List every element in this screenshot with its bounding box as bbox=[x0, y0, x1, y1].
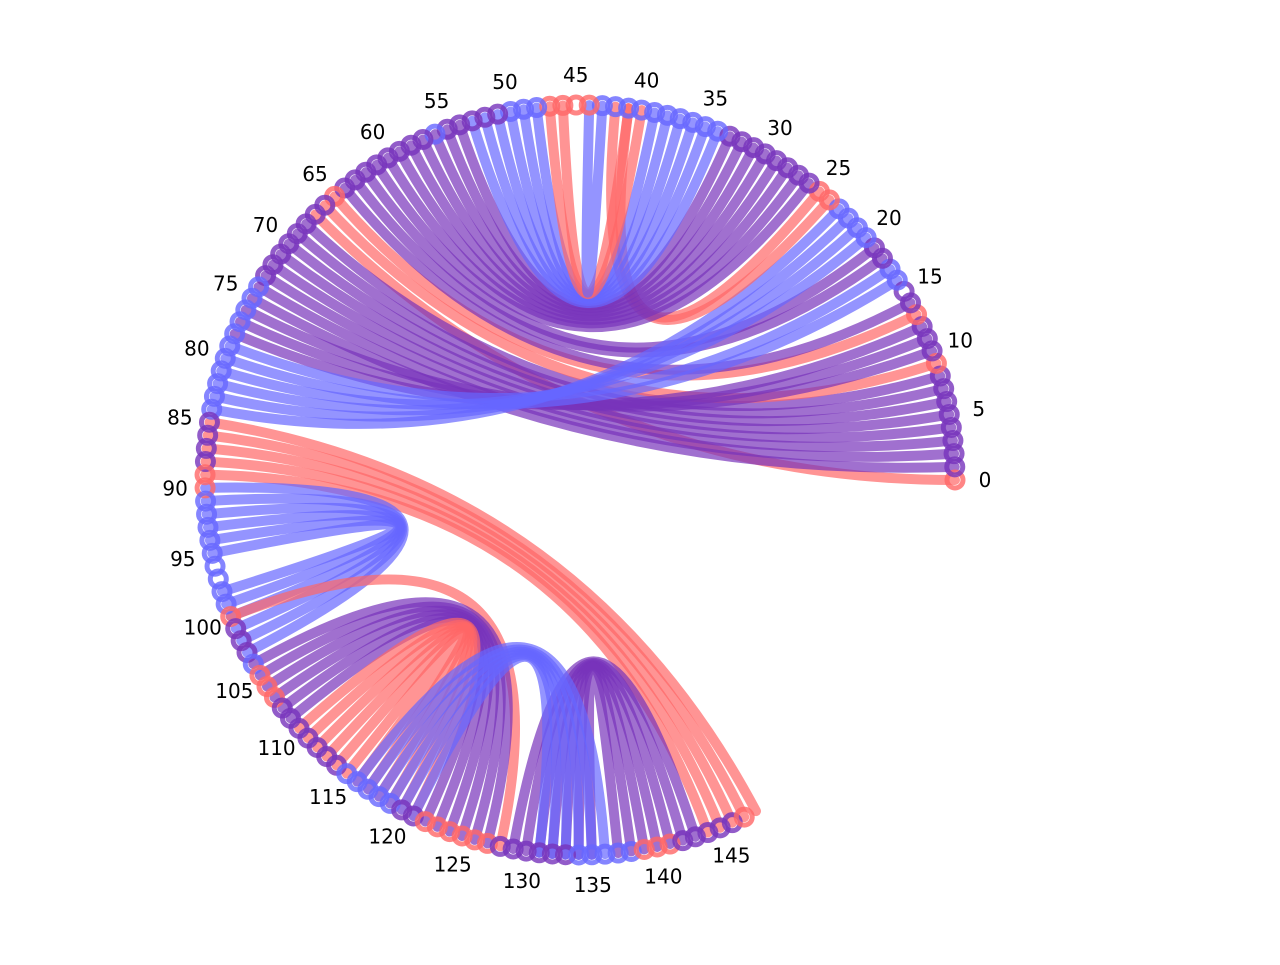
chord-edge bbox=[204, 417, 761, 817]
chord-edge bbox=[360, 167, 880, 353]
tick-label: 140 bbox=[644, 864, 682, 888]
chord-edge bbox=[229, 321, 928, 411]
chord-node bbox=[942, 430, 964, 452]
chord-node bbox=[644, 101, 666, 123]
chord-node bbox=[940, 416, 962, 438]
tick-label: 20 bbox=[876, 206, 901, 230]
tick-label: 130 bbox=[503, 869, 541, 893]
chord-node bbox=[581, 844, 603, 866]
tick-label: 110 bbox=[257, 736, 295, 760]
chord-node bbox=[502, 838, 524, 860]
chord-node bbox=[515, 840, 537, 862]
chord-node bbox=[620, 840, 642, 862]
chord-edge bbox=[260, 270, 958, 452]
chord-node bbox=[944, 456, 966, 478]
chord-edge bbox=[202, 430, 750, 823]
chord-node bbox=[195, 437, 217, 459]
tick-label: 25 bbox=[826, 156, 851, 180]
chord-edge bbox=[225, 574, 520, 852]
chord-node bbox=[607, 842, 629, 864]
tick-label: 45 bbox=[563, 63, 588, 87]
chord-nodes bbox=[194, 94, 966, 866]
tick-label: 65 bbox=[302, 162, 327, 186]
chord-node bbox=[539, 95, 561, 117]
tick-labels: 0 5 10 15 20 25 30 35 40 45 50 55 60 65 70 75 80 85 90 95 10… bbox=[162, 63, 991, 897]
chord-node bbox=[197, 424, 219, 446]
chord-node bbox=[513, 98, 535, 120]
chord-edge bbox=[220, 275, 903, 410]
chord-node bbox=[528, 842, 550, 864]
chord-node bbox=[631, 99, 653, 121]
tick-label: 80 bbox=[184, 337, 209, 361]
tick-label: 100 bbox=[184, 615, 222, 639]
chord-node bbox=[196, 503, 218, 525]
chord-edge bbox=[200, 456, 726, 833]
chord-node bbox=[199, 529, 221, 551]
tick-label: 70 bbox=[253, 213, 278, 237]
chord-node bbox=[605, 96, 627, 118]
chord-edge bbox=[267, 259, 957, 443]
tick-label: 115 bbox=[309, 785, 347, 809]
chord-node bbox=[591, 95, 613, 117]
tick-label: 55 bbox=[424, 89, 449, 113]
chord-node bbox=[578, 94, 600, 116]
tick-label: 10 bbox=[948, 329, 973, 353]
chord-node bbox=[201, 398, 223, 420]
chord-node bbox=[594, 843, 616, 865]
tick-label: 60 bbox=[360, 120, 385, 144]
tick-label: 5 bbox=[972, 397, 985, 421]
chord-edge bbox=[339, 182, 916, 375]
chord-node bbox=[555, 844, 577, 866]
tick-label: 125 bbox=[434, 852, 472, 876]
tick-label: 40 bbox=[634, 69, 659, 93]
chord-edge bbox=[253, 281, 960, 462]
chord-node bbox=[944, 469, 966, 491]
chord-node bbox=[568, 844, 590, 866]
tick-label: 135 bbox=[574, 873, 612, 897]
chord-node bbox=[565, 94, 587, 116]
chord-node bbox=[197, 516, 219, 538]
chord-node bbox=[541, 843, 563, 865]
tick-label: 15 bbox=[917, 264, 942, 288]
chord-edges bbox=[200, 100, 960, 860]
chord-edge bbox=[200, 469, 713, 838]
chord-node bbox=[194, 464, 216, 486]
chord-edge bbox=[408, 651, 553, 858]
tick-label: 120 bbox=[368, 824, 406, 848]
tick-label: 90 bbox=[162, 477, 187, 501]
tick-label: 85 bbox=[167, 406, 192, 430]
tick-label: 0 bbox=[979, 468, 992, 492]
tick-label: 145 bbox=[712, 844, 750, 868]
chord-node bbox=[195, 490, 217, 512]
chord-node bbox=[618, 97, 640, 119]
tick-label: 35 bbox=[703, 86, 728, 110]
chord-edge bbox=[201, 443, 738, 828]
chord-node bbox=[943, 443, 965, 465]
chord-node bbox=[526, 97, 548, 119]
chord-node bbox=[733, 806, 755, 828]
tick-label: 105 bbox=[215, 679, 253, 703]
tick-label: 75 bbox=[213, 272, 238, 296]
chord-edge bbox=[246, 293, 960, 473]
chord-node bbox=[194, 451, 216, 473]
chord-edge bbox=[581, 100, 608, 298]
tick-label: 30 bbox=[767, 116, 792, 140]
chord-node bbox=[552, 94, 574, 116]
chord-node bbox=[760, 797, 776, 813]
chord-node bbox=[194, 477, 216, 499]
chord-edge bbox=[207, 519, 404, 597]
chord-node bbox=[198, 411, 220, 433]
tick-label: 50 bbox=[492, 70, 517, 94]
tick-label: 95 bbox=[170, 547, 195, 571]
chord-edge bbox=[206, 203, 845, 429]
